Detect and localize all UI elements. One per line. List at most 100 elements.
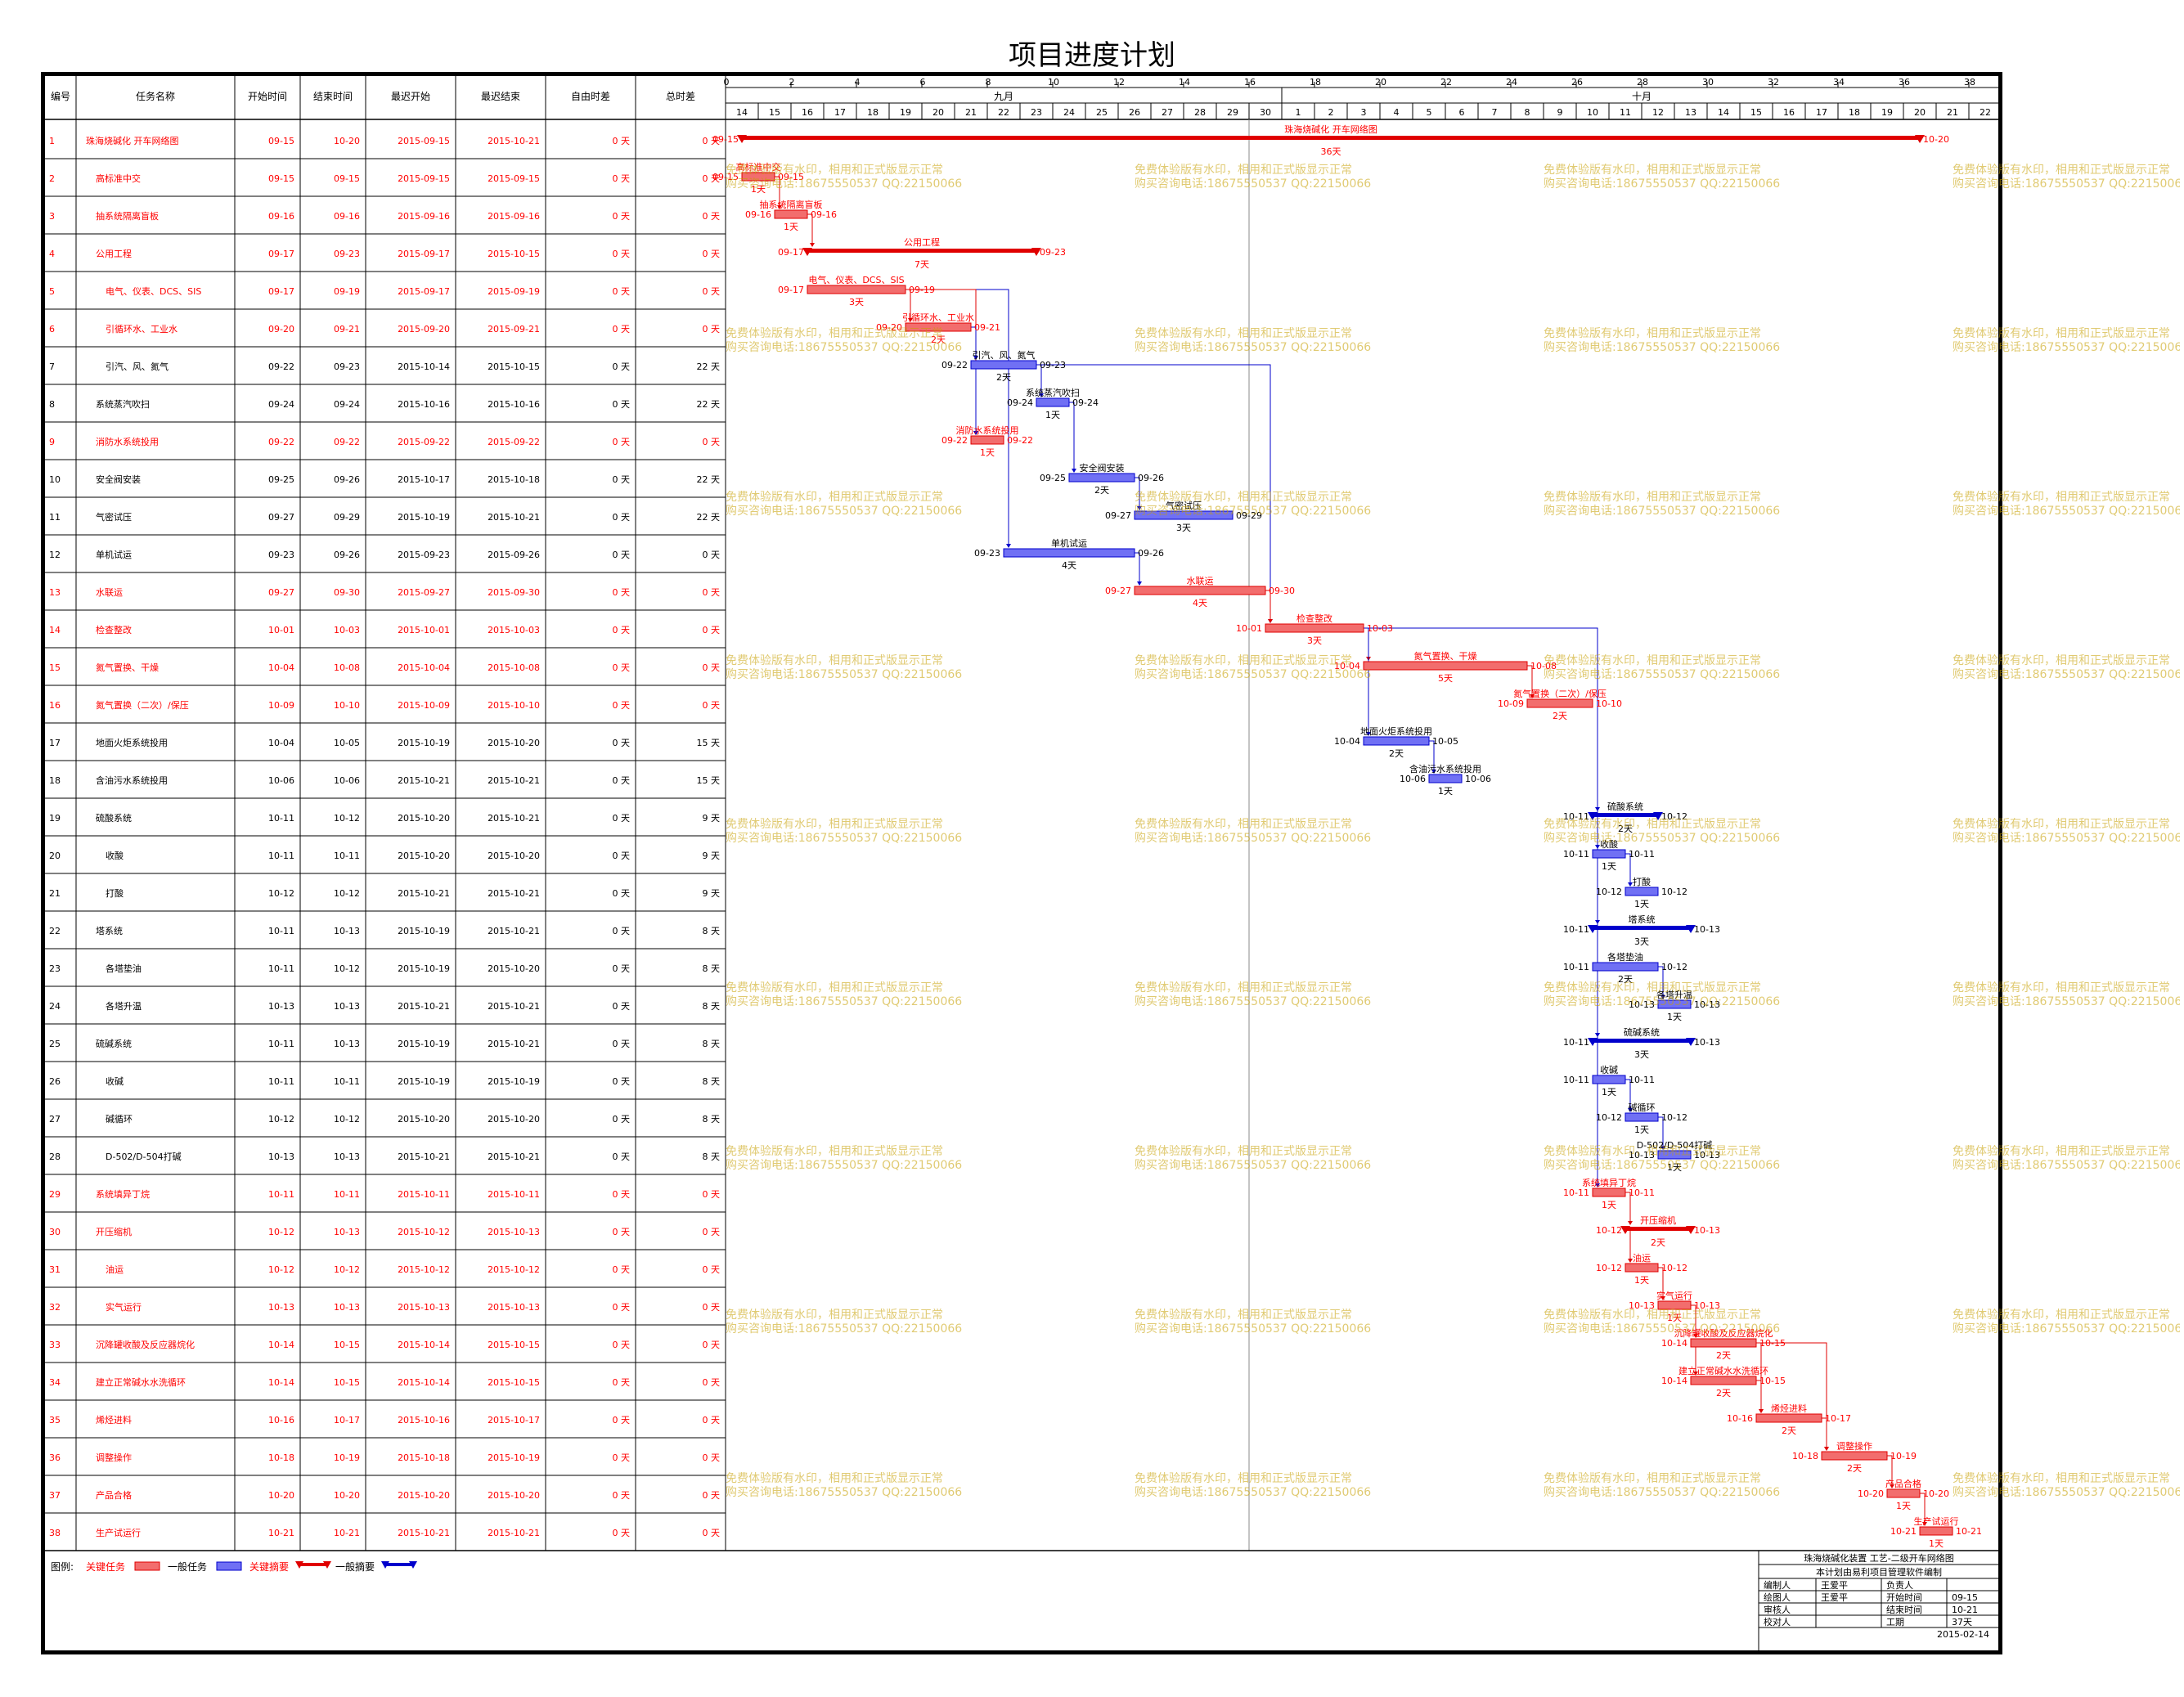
bar-start-label: 09-16 <box>745 209 771 220</box>
row-task-name: 系统填异丁烷 <box>96 1188 150 1200</box>
bar-duration-label: 1天 <box>1667 1313 1682 1323</box>
bar-end-label: 10-19 <box>1890 1451 1917 1461</box>
bar-duration-label: 2天 <box>1618 974 1633 985</box>
legend-critical-summary-swatch <box>299 1563 328 1566</box>
dependency-link <box>971 326 977 359</box>
date-label: 20 <box>932 107 944 118</box>
dependency-link <box>1036 364 1271 622</box>
date-label: 28 <box>1194 107 1206 118</box>
task-bar <box>905 322 972 332</box>
footer-cell: 王爱平 <box>1821 1592 1848 1603</box>
watermark-text: 免费体验版有水印，相用和正式版显示正常 购买咨询电话:18675550537 QQ… <box>1135 164 1372 191</box>
row-late-end: 2015-09-21 <box>488 324 540 334</box>
summary-bar-cap <box>1915 135 1925 143</box>
date-label: 19 <box>1881 107 1893 118</box>
row-end: 10-11 <box>334 851 360 861</box>
row-late-start: 2015-09-15 <box>398 136 450 146</box>
row-task-name: 建立正常碱水水洗循环 <box>96 1376 186 1388</box>
bar-end-label: 10-15 <box>1759 1376 1786 1386</box>
bar-end-label: 10-17 <box>1825 1413 1851 1424</box>
bar-start-label: 10-20 <box>1858 1488 1884 1499</box>
row-end: 10-13 <box>334 1302 360 1313</box>
bar-start-label: 10-14 <box>1661 1338 1687 1349</box>
task-bar <box>1625 1112 1659 1122</box>
row-task-name: D-502/D-504打碱 <box>106 1151 182 1162</box>
row-id: 28 <box>49 1152 61 1162</box>
day-number-label: 18 <box>1310 77 1321 88</box>
date-label: 21 <box>1947 107 1958 118</box>
dependency-link <box>1887 1455 1893 1488</box>
bar-duration-label: 1天 <box>1602 1087 1616 1098</box>
dependency-link <box>1920 1493 1926 1525</box>
dependency-arrow <box>1628 1221 1633 1225</box>
row-start: 10-16 <box>268 1415 294 1425</box>
bar-end-label: 10-12 <box>1661 1112 1687 1123</box>
row-id: 12 <box>49 550 61 560</box>
row-end: 10-06 <box>334 775 360 786</box>
row-id: 38 <box>49 1528 61 1538</box>
row-id: 4 <box>49 249 55 259</box>
bar-end-label: 10-15 <box>1759 1338 1786 1349</box>
task-bar <box>1592 962 1659 972</box>
row-late-end: 2015-10-20 <box>488 1490 540 1501</box>
watermark-text: 免费体验版有水印，相用和正式版显示正常 购买咨询电话:18675550537 QQ… <box>1953 981 2180 1008</box>
row-late-start: 2015-10-20 <box>398 1490 450 1501</box>
bar-name-label: 抽系统隔离盲板 <box>760 199 823 210</box>
row-total-float: 0 天 <box>703 136 721 146</box>
task-bar <box>1625 887 1659 896</box>
row-free-float: 0 天 <box>613 1227 631 1237</box>
row-late-start: 2015-10-21 <box>398 888 450 899</box>
bar-duration-label: 2天 <box>1782 1425 1796 1436</box>
bar-duration-label: 1天 <box>751 184 766 195</box>
dependency-arrow <box>973 356 978 360</box>
summary-bar <box>742 136 1920 140</box>
row-start: 10-04 <box>268 662 294 673</box>
row-end: 10-12 <box>334 813 360 824</box>
dependency-arrow <box>1660 995 1665 999</box>
row-id: 17 <box>49 738 61 748</box>
row-id: 7 <box>49 361 55 372</box>
row-end: 09-26 <box>334 550 360 560</box>
day-number-label: 28 <box>1637 77 1648 88</box>
bar-duration-label: 1天 <box>1602 861 1616 872</box>
row-late-end: 2015-10-20 <box>488 963 540 974</box>
column-header-5: 最迟开始 <box>391 91 430 102</box>
bar-duration-label: 1天 <box>1045 410 1060 420</box>
row-free-float: 0 天 <box>613 1340 631 1350</box>
watermark-text: 免费体验版有水印，相用和正式版显示正常 购买咨询电话:18675550537 QQ… <box>1544 491 1781 518</box>
row-id: 3 <box>49 211 55 222</box>
bar-name-label: 安全阀安装 <box>1080 462 1125 474</box>
row-start: 10-13 <box>268 1152 294 1162</box>
task-bar <box>741 172 775 182</box>
bar-start-label: 10-11 <box>1563 849 1589 860</box>
row-id: 2 <box>49 173 55 184</box>
row-total-float: 0 天 <box>703 1302 721 1313</box>
row-late-start: 2015-09-20 <box>398 324 450 334</box>
watermark-text: 免费体验版有水印，相用和正式版显示正常 购买咨询电话:18675550537 QQ… <box>1135 491 1372 518</box>
bar-start-label: 10-09 <box>1498 698 1524 709</box>
task-bar <box>1919 1526 1953 1536</box>
bar-duration-label: 1天 <box>784 222 798 232</box>
row-late-end: 2015-10-21 <box>488 775 540 786</box>
row-late-end: 2015-10-19 <box>488 1452 540 1463</box>
row-total-float: 8 天 <box>703 1152 721 1162</box>
row-free-float: 0 天 <box>613 1415 631 1425</box>
day-number-label: 20 <box>1375 77 1386 88</box>
row-id: 30 <box>49 1227 61 1237</box>
footer-cell: 结束时间 <box>1886 1605 1922 1615</box>
row-free-float: 0 天 <box>613 851 631 861</box>
date-label: 14 <box>736 107 748 118</box>
bar-duration-label: 4天 <box>1193 598 1207 608</box>
bar-duration-label: 4天 <box>1062 560 1076 571</box>
bar-end-label: 10-03 <box>1367 623 1393 634</box>
row-late-start: 2015-09-16 <box>398 211 450 222</box>
bar-start-label: 09-15 <box>712 172 739 182</box>
summary-bar-cap <box>1653 812 1663 820</box>
dependency-arrow <box>908 318 913 322</box>
row-end: 09-29 <box>334 512 360 523</box>
watermark-text: 免费体验版有水印，相用和正式版显示正常 购买咨询电话:18675550537 QQ… <box>1135 654 1372 681</box>
task-bar <box>1428 774 1463 783</box>
row-late-end: 2015-10-21 <box>488 1528 540 1538</box>
watermark-text: 免费体验版有水印，相用和正式版显示正常 购买咨询电话:18675550537 QQ… <box>1135 818 1372 845</box>
day-number-label: 8 <box>986 77 991 88</box>
